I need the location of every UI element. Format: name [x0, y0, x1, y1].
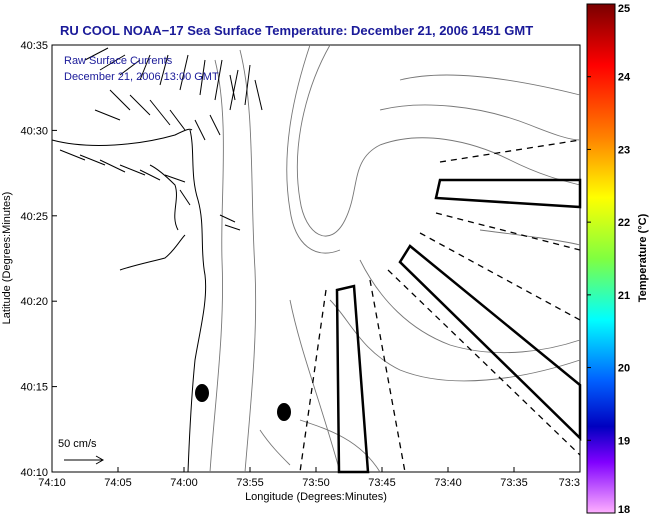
figure-title: RU COOL NOAA−17 Sea Surface Temperature:… [60, 23, 533, 38]
scale-arrow-label: 50 cm/s [58, 438, 97, 450]
coastline [51, 128, 207, 473]
colorbar-tick-label: 20 [618, 363, 630, 375]
colorbar-tick-label: 18 [618, 504, 630, 516]
currents-legend-line2: December 21, 2006 13:00 GMT [64, 71, 219, 83]
plot-area [51, 44, 581, 473]
marker-oval-2 [277, 403, 291, 421]
colorbar-tick-label: 24 [618, 72, 631, 84]
x-tick-label: 73:35 [500, 477, 528, 489]
y-tick-label: 40:35 [20, 40, 48, 52]
currents-legend-line1: Raw Surface Currents [64, 55, 173, 67]
y-axis-label: Latitude (Degrees:Minutes) [1, 192, 13, 325]
colorbar [586, 3, 616, 514]
x-tick-label: 73:45 [368, 477, 396, 489]
colorbar-tick-label: 22 [618, 217, 630, 229]
bathymetry-contours [209, 44, 581, 473]
x-axis-ticks: 74:10 74:05 74:00 73:55 73:50 73:45 73:40 73:35… [38, 467, 581, 489]
y-axis-ticks: 40:35 40:30 40:25 40:20 40:15 40:10 [20, 40, 57, 479]
dashed-boundaries [299, 139, 581, 473]
x-tick-label: 73:40 [434, 477, 462, 489]
y-tick-label: 40:10 [20, 467, 48, 479]
x-tick-label: 73:50 [302, 477, 330, 489]
x-tick-label: 73:55 [236, 477, 264, 489]
scale-arrow [64, 455, 105, 465]
x-axis-label: Longitude (Degrees:Minutes) [245, 491, 387, 503]
colorbar-tick-label: 21 [618, 290, 630, 302]
marker-oval-1 [195, 384, 209, 402]
y-tick-label: 40:30 [20, 125, 48, 137]
transect-box-diagonal [398, 244, 582, 441]
colorbar-tick-label: 19 [618, 435, 630, 447]
x-tick-label: 74:05 [104, 477, 132, 489]
colorbar-ticks: 25 24 23 22 21 20 19 18 [587, 3, 631, 516]
transect-box-south [335, 284, 370, 474]
x-tick-label: 74:00 [170, 477, 198, 489]
surface-current-vectors [59, 47, 263, 231]
colorbar-tick-label: 25 [618, 3, 630, 15]
colorbar-tick-label: 23 [618, 144, 630, 156]
x-tick-label: 73:3 [559, 477, 580, 489]
y-tick-label: 40:20 [20, 296, 48, 308]
transect-box-north [434, 178, 582, 209]
transect-boxes [335, 178, 582, 474]
y-tick-label: 40:15 [20, 382, 48, 394]
y-tick-label: 40:25 [20, 211, 48, 223]
colorbar-label: Temperature (°C) [637, 213, 649, 302]
x-tick-label: 74:10 [38, 477, 66, 489]
